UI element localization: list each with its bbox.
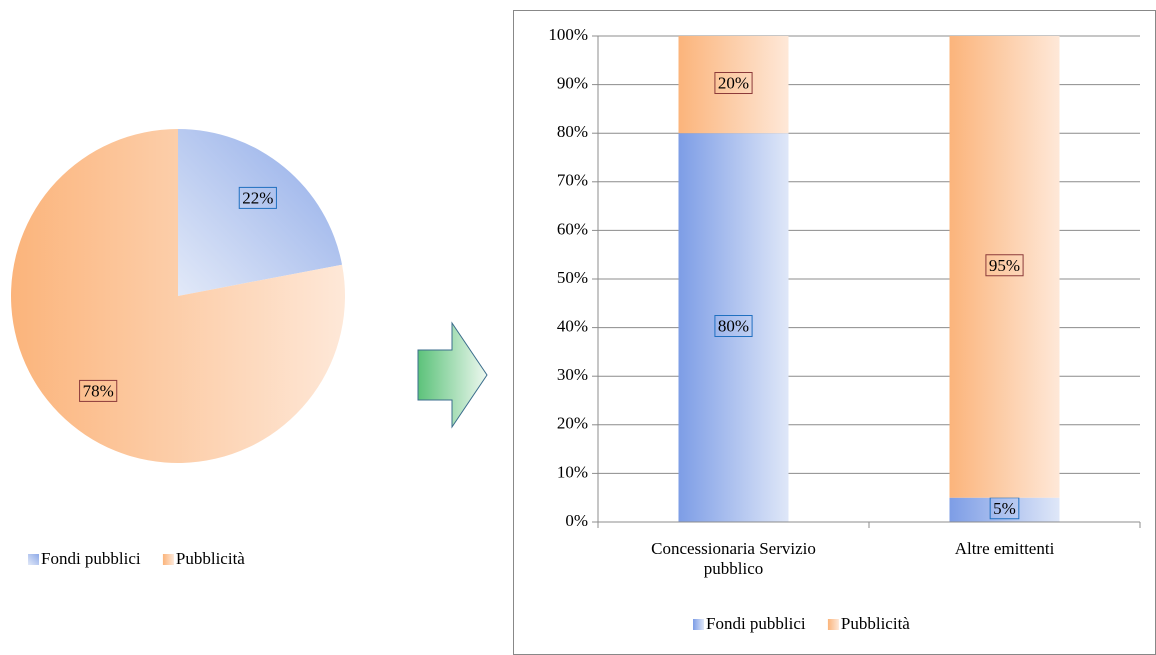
data-label-box — [238, 186, 277, 209]
y-tick-label: 50% — [557, 268, 588, 287]
data-label: 95% — [989, 256, 1020, 275]
legend-label: Pubblicità — [841, 614, 910, 633]
data-label-box — [714, 315, 753, 338]
y-tick-label: 70% — [557, 171, 588, 190]
y-tick-label: 30% — [557, 365, 588, 384]
data-label-box — [714, 72, 753, 95]
arrow — [417, 321, 488, 429]
legend-swatch — [827, 619, 839, 630]
bar-segment — [949, 36, 1060, 498]
y-tick-label: 100% — [548, 25, 588, 44]
x-tick-label: Altre emittenti — [954, 539, 1055, 558]
data-label: 80% — [718, 317, 749, 336]
y-tick-label: 0% — [565, 511, 588, 530]
y-tick-label: 80% — [557, 122, 588, 141]
legend-label: Pubblicità — [176, 549, 245, 568]
y-tick-label: 40% — [557, 317, 588, 336]
legend-label: Fondi pubblici — [41, 549, 141, 568]
y-tick-label: 20% — [557, 414, 588, 433]
y-tick-label: 10% — [557, 462, 588, 481]
data-label: 20% — [718, 74, 749, 93]
data-label: 5% — [993, 499, 1016, 518]
bar-segment — [949, 497, 1060, 522]
legend-swatch — [162, 554, 174, 565]
data-label-box — [989, 497, 1020, 520]
pie-slice — [10, 129, 345, 463]
x-tick-label: Concessionaria Servizio pubblico — [651, 539, 816, 578]
data-label-box — [79, 379, 118, 402]
legend-swatch — [28, 554, 39, 565]
y-tick-label: 90% — [557, 74, 588, 93]
legend-label: Fondi pubblici — [706, 614, 806, 633]
legend-swatch — [693, 619, 704, 630]
data-label: 78% — [83, 381, 114, 400]
data-label: 22% — [242, 188, 273, 207]
pie-slice — [178, 129, 343, 296]
y-tick-label: 60% — [557, 219, 588, 238]
data-label-box — [985, 254, 1024, 277]
bar-segment — [678, 133, 789, 522]
bar-segment — [678, 36, 789, 134]
